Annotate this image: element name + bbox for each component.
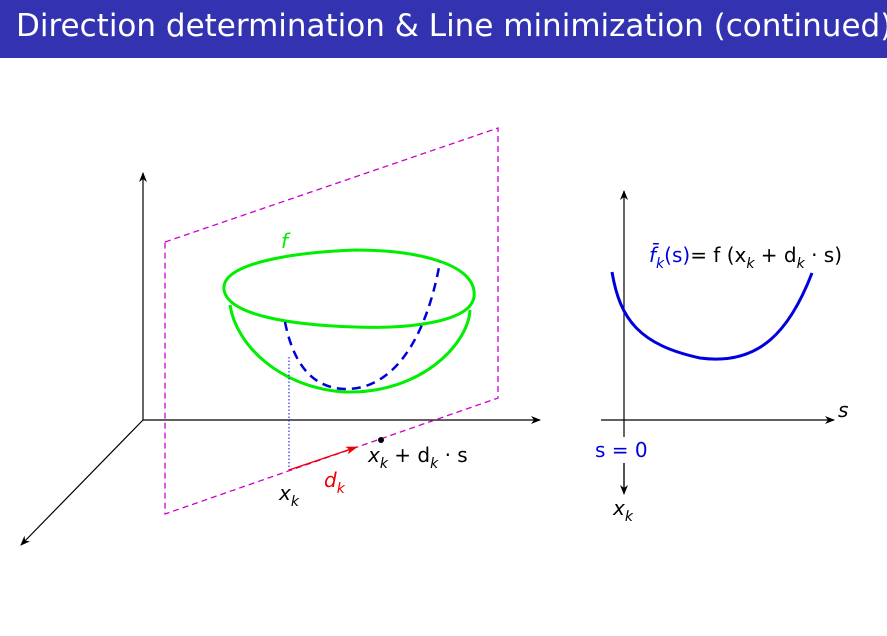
surface-bowl [222, 248, 476, 394]
point-label: xk [278, 481, 300, 510]
target-point [378, 437, 384, 443]
slide-title: Direction determination & Line minimizat… [16, 8, 887, 44]
target-label: xk + dk · s [367, 443, 468, 472]
surface-label: f [281, 229, 291, 253]
origin-label: s = 0 [595, 438, 648, 462]
right-2d-diagram: f̄k(s)= f (xk + dk · s) s s = 0 xk [594, 190, 848, 525]
line-function-equation: f̄k(s)= f (xk + dk · s) [649, 242, 842, 272]
origin-point-label: xk [612, 496, 634, 525]
title-bar: Direction determination & Line minimizat… [0, 0, 887, 58]
line-function-curve [610, 271, 814, 361]
left-3d-diagram: f xk dk xk + dk · s [20, 127, 541, 546]
direction-arrow [288, 446, 358, 471]
cutting-plane [164, 127, 499, 515]
s-axis-label: s [838, 398, 848, 422]
y-axis [20, 419, 144, 546]
origin-label-bg [594, 437, 660, 463]
direction-label: dk [324, 468, 346, 497]
